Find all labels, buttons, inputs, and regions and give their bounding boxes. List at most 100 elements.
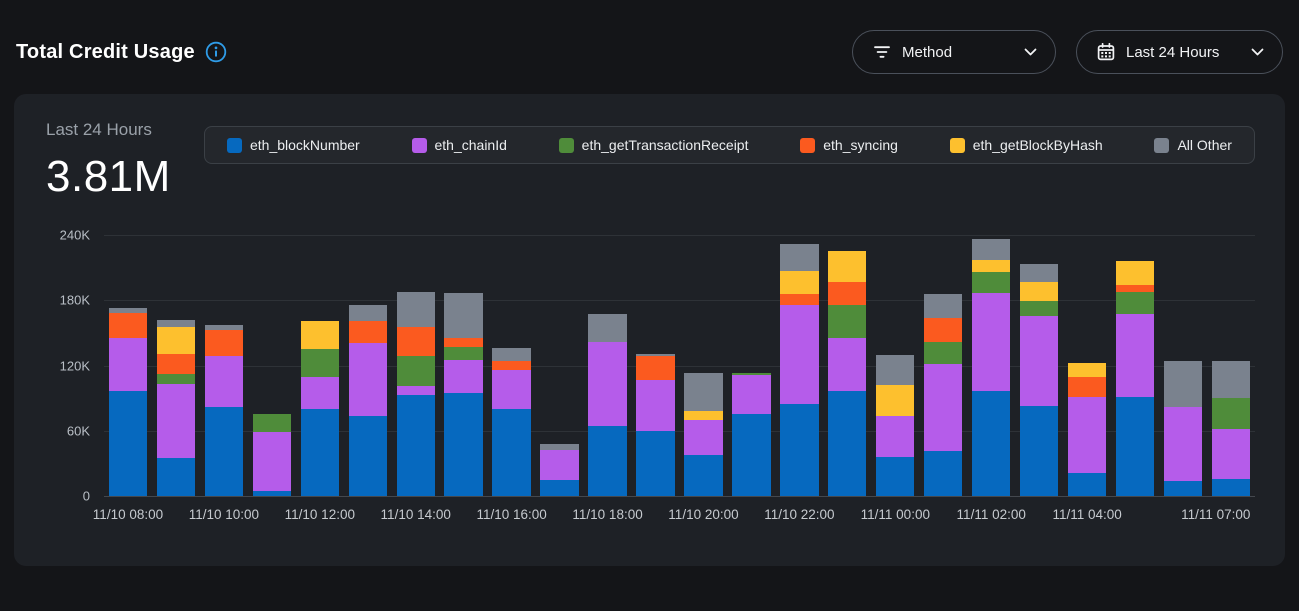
bar-21-segment-eth_blocknumber[interactable] — [1115, 397, 1155, 496]
bar-17-segment-eth_gettransactionreceipt[interactable] — [924, 341, 963, 365]
bar-23[interactable] — [1211, 235, 1251, 496]
bar-19[interactable] — [1019, 235, 1059, 496]
bar-18[interactable] — [971, 235, 1011, 496]
legend-item-eth_getblockbyhash[interactable]: eth_getBlockByHash — [949, 137, 1103, 153]
bar-20-segment-eth_chainid[interactable] — [1067, 397, 1107, 474]
bar-12-segment-all-other[interactable] — [684, 373, 723, 412]
bar-7-segment-eth_gettransactionreceipt[interactable] — [444, 347, 483, 361]
bar-10-segment-eth_chainid[interactable] — [588, 341, 627, 427]
bar-23-segment-eth_gettransactionreceipt[interactable] — [1211, 398, 1251, 429]
bar-22-segment-all-other[interactable] — [1163, 361, 1203, 407]
bar-5-segment-eth_blocknumber[interactable] — [348, 415, 387, 496]
bar-2-segment-eth_chainid[interactable] — [204, 355, 244, 407]
bar-11-segment-eth_chainid[interactable] — [636, 379, 675, 431]
bar-8[interactable] — [492, 235, 531, 496]
bar-21-segment-eth_syncing[interactable] — [1115, 285, 1155, 292]
bar-17-segment-eth_syncing[interactable] — [924, 317, 963, 342]
bar-14-segment-eth_getblockbyhash[interactable] — [780, 270, 819, 294]
bar-9-segment-eth_chainid[interactable] — [540, 450, 579, 480]
bar-20-segment-eth_getblockbyhash[interactable] — [1067, 363, 1107, 378]
bar-0-segment-eth_chainid[interactable] — [108, 338, 148, 391]
bar-18-segment-eth_gettransactionreceipt[interactable] — [971, 271, 1011, 293]
legend-item-all-other[interactable]: All Other — [1154, 137, 1232, 153]
bar-14[interactable] — [780, 235, 819, 496]
bar-23-segment-all-other[interactable] — [1211, 361, 1251, 399]
bar-4[interactable] — [300, 235, 339, 496]
bar-15-segment-eth_blocknumber[interactable] — [828, 390, 867, 496]
bar-17-segment-eth_chainid[interactable] — [924, 364, 963, 452]
bar-15-segment-eth_chainid[interactable] — [828, 338, 867, 391]
time-range-dropdown[interactable]: Last 24 Hours — [1076, 30, 1283, 74]
bar-11-segment-eth_syncing[interactable] — [636, 355, 675, 380]
bar-12[interactable] — [684, 235, 723, 496]
bar-0-segment-all-other[interactable] — [108, 307, 148, 314]
bar-6-segment-eth_syncing[interactable] — [396, 327, 435, 356]
bar-6-segment-eth_gettransactionreceipt[interactable] — [396, 355, 435, 387]
bar-14-segment-all-other[interactable] — [780, 243, 819, 271]
bar-8-segment-eth_syncing[interactable] — [492, 361, 531, 370]
bar-19-segment-eth_getblockbyhash[interactable] — [1019, 281, 1059, 302]
bar-4-segment-eth_blocknumber[interactable] — [300, 409, 339, 496]
bar-13-segment-eth_blocknumber[interactable] — [732, 414, 771, 496]
bar-7-segment-eth_chainid[interactable] — [444, 360, 483, 393]
bar-12-segment-eth_getblockbyhash[interactable] — [684, 411, 723, 420]
bar-3-segment-eth_chainid[interactable] — [252, 431, 292, 491]
info-icon[interactable] — [205, 41, 227, 63]
bar-22-segment-eth_blocknumber[interactable] — [1163, 480, 1203, 496]
bar-8-segment-eth_chainid[interactable] — [492, 369, 531, 409]
bar-1-segment-eth_gettransactionreceipt[interactable] — [156, 374, 196, 384]
bar-16-segment-eth_getblockbyhash[interactable] — [876, 385, 915, 416]
bar-5-segment-all-other[interactable] — [348, 304, 387, 321]
bar-13-segment-eth_gettransactionreceipt[interactable] — [732, 373, 771, 376]
bar-9[interactable] — [540, 235, 579, 496]
bar-20[interactable] — [1067, 235, 1107, 496]
bar-7[interactable] — [444, 235, 483, 496]
bar-14-segment-eth_syncing[interactable] — [780, 293, 819, 305]
bar-16-segment-all-other[interactable] — [876, 354, 915, 386]
bar-8-segment-all-other[interactable] — [492, 348, 531, 362]
bar-15-segment-eth_syncing[interactable] — [828, 281, 867, 305]
bar-16[interactable] — [876, 235, 915, 496]
legend-item-eth_gettransactionreceipt[interactable]: eth_getTransactionReceipt — [558, 137, 748, 153]
legend-item-eth_syncing[interactable]: eth_syncing — [800, 137, 898, 153]
bar-23-segment-eth_blocknumber[interactable] — [1211, 478, 1251, 496]
bar-19-segment-eth_blocknumber[interactable] — [1019, 405, 1059, 496]
bar-22-segment-eth_chainid[interactable] — [1163, 406, 1203, 481]
bar-19-segment-eth_gettransactionreceipt[interactable] — [1019, 301, 1059, 316]
bar-11[interactable] — [636, 235, 675, 496]
bar-20-segment-eth_syncing[interactable] — [1067, 377, 1107, 398]
bar-4-segment-eth_getblockbyhash[interactable] — [300, 320, 339, 350]
bar-14-segment-eth_blocknumber[interactable] — [780, 403, 819, 496]
bar-11-segment-eth_blocknumber[interactable] — [636, 430, 675, 496]
bar-17-segment-eth_blocknumber[interactable] — [924, 451, 963, 496]
bar-7-segment-eth_blocknumber[interactable] — [444, 392, 483, 496]
bar-6-segment-eth_blocknumber[interactable] — [396, 394, 435, 496]
legend-item-eth_chainid[interactable]: eth_chainId — [411, 137, 507, 153]
bar-1-segment-eth_getblockbyhash[interactable] — [156, 327, 196, 354]
method-dropdown[interactable]: Method — [852, 30, 1056, 74]
bar-18-segment-eth_blocknumber[interactable] — [971, 390, 1011, 496]
bar-7-segment-eth_syncing[interactable] — [444, 338, 483, 348]
bar-2[interactable] — [204, 235, 244, 496]
bar-4-segment-eth_chainid[interactable] — [300, 377, 339, 409]
bar-16-segment-eth_chainid[interactable] — [876, 415, 915, 457]
bar-8-segment-eth_blocknumber[interactable] — [492, 409, 531, 496]
bar-3[interactable] — [252, 235, 292, 496]
bar-3-segment-eth_blocknumber[interactable] — [252, 490, 292, 496]
bar-19-segment-eth_chainid[interactable] — [1019, 315, 1059, 406]
bar-10-segment-eth_blocknumber[interactable] — [588, 426, 627, 496]
bar-10[interactable] — [588, 235, 627, 496]
bar-3-segment-eth_gettransactionreceipt[interactable] — [252, 414, 292, 432]
bar-22[interactable] — [1163, 235, 1203, 496]
bar-1-segment-all-other[interactable] — [156, 319, 196, 328]
bar-2-segment-all-other[interactable] — [204, 325, 244, 330]
bar-17-segment-all-other[interactable] — [924, 293, 963, 318]
bar-21-segment-eth_getblockbyhash[interactable] — [1115, 261, 1155, 286]
bar-5[interactable] — [348, 235, 387, 496]
bar-7-segment-all-other[interactable] — [444, 292, 483, 339]
bar-13[interactable] — [732, 235, 771, 496]
bar-1[interactable] — [156, 235, 196, 496]
bar-9-segment-all-other[interactable] — [540, 443, 579, 451]
bar-12-segment-eth_chainid[interactable] — [684, 419, 723, 455]
bar-19-segment-all-other[interactable] — [1019, 264, 1059, 282]
